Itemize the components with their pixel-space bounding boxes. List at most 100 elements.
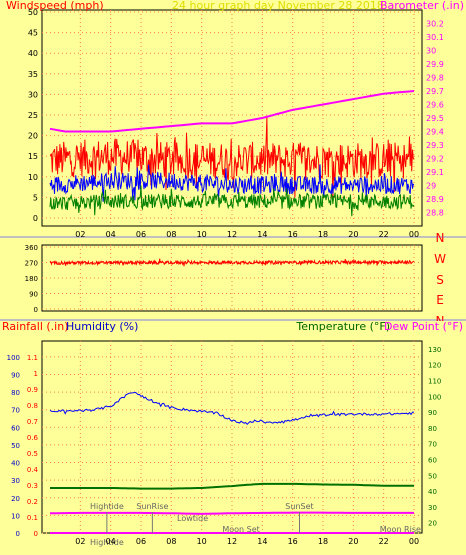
compass-label: E [436, 293, 444, 307]
temperature-tick-label: 30 [428, 504, 437, 512]
y-right-tick-label: 28.9 [426, 195, 444, 204]
x-tick-label: 22 [379, 230, 389, 239]
annotation-group: Hightide SunRise Lowtide Moon Set SunSet Moon… [90, 502, 421, 547]
temperature-series-line [50, 482, 414, 490]
rainfall-tick-label: 0.5 [27, 450, 38, 458]
x-tick-label: 10 [197, 537, 207, 546]
humidity-tick-label: 40 [11, 460, 20, 468]
temperature-tick-label: 110 [428, 378, 441, 386]
humidity-tick-label: 80 [11, 389, 20, 397]
y-left-tick-label: 35 [28, 70, 38, 79]
series-group [49, 90, 415, 217]
temperature-tick-label: 70 [428, 441, 437, 449]
compass-label: N [436, 231, 445, 245]
compass-label: S [436, 273, 444, 287]
event-label: Lowtide [177, 514, 208, 523]
temperature-tick-label: 120 [428, 362, 441, 370]
wind-direction-panel: 090180270360NWSEN [0, 231, 466, 328]
left-axis-label: Windspeed (mph) [6, 0, 104, 12]
rainfall-tick-label: 0.6 [27, 434, 39, 442]
dew-point-axis-label: Dew Point (°F) [384, 320, 463, 333]
temperature-tick-label: 80 [428, 425, 437, 433]
y-left-tick-label: 30 [28, 90, 38, 99]
humidity-tick-label: 100 [7, 354, 20, 362]
y-left-tick-label: 0 [33, 214, 38, 223]
event-label: Moon Rise [380, 525, 421, 534]
y-right-tick-label: 29.2 [426, 155, 444, 164]
wind-low-series-line [49, 185, 415, 217]
y-right-tick-label: 29.9 [426, 60, 444, 69]
temperature-tick-label: 60 [428, 457, 437, 465]
y-right-tick-label: 30.2 [426, 20, 444, 29]
rainfall-tick-label: 0.8 [27, 402, 38, 410]
rainfall-tick-label: 1 [34, 370, 38, 378]
y-left-tick-label: 10 [28, 173, 38, 182]
humidity-tick-label: 30 [11, 477, 20, 485]
temperature-tick-label: 40 [428, 488, 437, 496]
x-tick-label: 20 [348, 537, 358, 546]
x-tick-label: 18 [318, 537, 328, 546]
event-label: SunRise [136, 502, 168, 511]
y-right-tick-label: 29.1 [426, 168, 444, 177]
y-left-tick-label: 50 [28, 8, 38, 17]
x-tick-label: 08 [166, 230, 176, 239]
x-tick-label: 06 [136, 230, 146, 239]
x-tick-label: 00 [409, 537, 419, 546]
x-tick-label: 08 [166, 537, 176, 546]
humidity-tick-label: 0 [16, 530, 20, 538]
x-tick-label: 16 [288, 230, 298, 239]
y-right-tick-label: 29.6 [426, 101, 444, 110]
y-left-tick-label: 20 [28, 132, 38, 141]
rainfall-tick-label: 1.1 [27, 354, 38, 362]
tick-labels: 010203040506070809010000.10.20.30.40.50.… [7, 346, 442, 546]
wind-barometer-panel: 0 5 10 15 20 25 30 35 40 45 50 28.8 28.9 29 29.1 29.2 29… [0, 0, 466, 239]
y-left-tick-label: 180 [25, 275, 38, 283]
x-tick-label: 02 [75, 230, 85, 239]
y-left-tick-label: 90 [29, 291, 38, 299]
y-left-tick-label: 360 [25, 244, 38, 252]
rainfall-tick-label: 0.9 [27, 386, 38, 394]
y-right-tick-label: 29.7 [426, 87, 444, 96]
x-tick-label: 22 [379, 537, 389, 546]
compass-label: W [434, 252, 446, 266]
x-tick-label: 00 [409, 230, 419, 239]
temperature-tick-label: 100 [428, 393, 441, 401]
event-label: Moon Set [222, 525, 259, 534]
temperature-axis-label: Temperature (°F) [295, 320, 390, 333]
x-tick-label: 04 [106, 537, 116, 546]
y-left-tick-label: 0 [34, 306, 38, 314]
y-right-tick-label: 28.8 [426, 209, 444, 218]
x-tick-label: 20 [348, 230, 358, 239]
rainfall-tick-label: 0.4 [27, 466, 39, 474]
humidity-series-line [49, 391, 415, 426]
y-left-tick-label: 45 [28, 29, 38, 38]
humidity-tick-label: 90 [11, 371, 20, 379]
x-tick-label: 06 [136, 537, 146, 546]
barometer-series-line [49, 90, 415, 133]
y-right-tick-label: 30.1 [426, 33, 444, 42]
humidity-tick-label: 60 [11, 424, 20, 432]
humidity-tick-label: 10 [11, 512, 20, 520]
rainfall-tick-label: 0 [34, 530, 38, 538]
humidity-tick-label: 50 [11, 442, 20, 450]
wind-average-series-line [49, 164, 415, 202]
event-label: Hightide [90, 538, 124, 547]
y-right-tick-label: 29 [426, 182, 436, 191]
y-left-tick-label: 25 [28, 111, 38, 120]
rainfall-tick-label: 0.7 [27, 418, 38, 426]
humidity-temperature-panel: Hightide SunRise Lowtide Moon Set SunSet Moon… [0, 320, 466, 555]
y-left-tick-label: 5 [33, 193, 38, 202]
series-group [49, 258, 415, 267]
event-label: SunSet [285, 502, 313, 511]
temperature-tick-label: 20 [428, 520, 437, 528]
rainfall-axis-label: Rainfall (.in) [2, 320, 69, 333]
x-tick-label: 14 [257, 230, 267, 239]
temperature-tick-label: 130 [428, 346, 441, 354]
y-right-tick-label: 29.8 [426, 74, 444, 83]
chart-title: 24 hour graph day November 28 2018 [172, 0, 384, 12]
y-right-tick-label: 29.5 [426, 114, 444, 123]
temperature-tick-label: 90 [428, 409, 437, 417]
y-right-tick-label: 29.3 [426, 141, 444, 150]
right-axis-label: Barometer (.in) [380, 0, 464, 12]
x-tick-label: 18 [318, 230, 328, 239]
